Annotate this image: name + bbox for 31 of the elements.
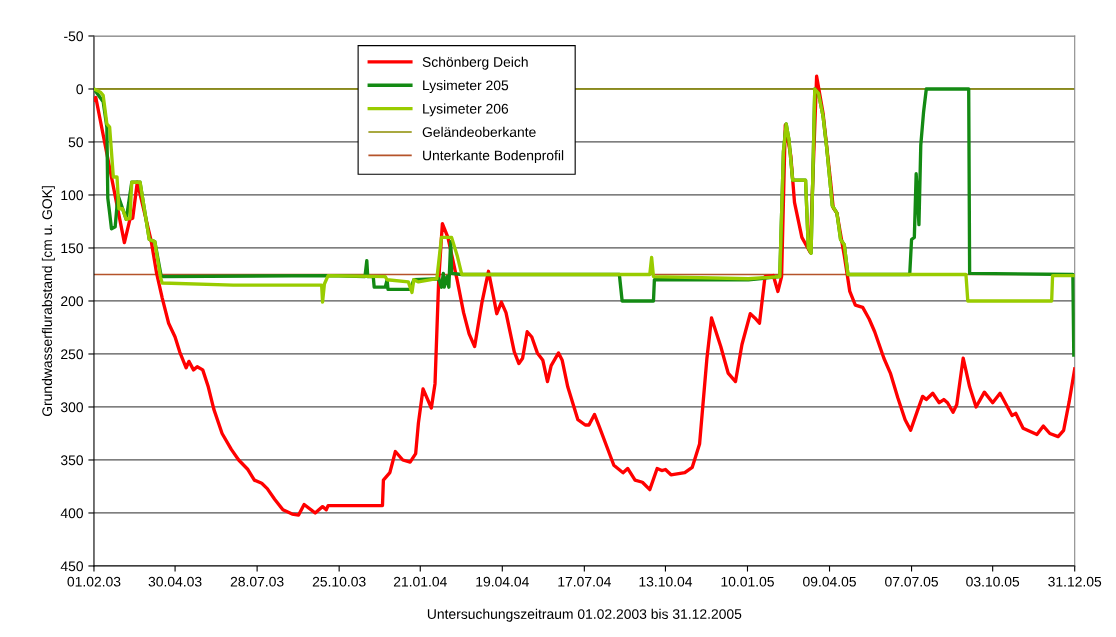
y-axis-title: Grundwasserflurabstand [cm u. GOK]	[41, 186, 55, 417]
legend-label: Geländeoberkante	[422, 126, 536, 137]
y-tick-label: 0	[76, 84, 84, 95]
y-tick-label: 450	[60, 561, 84, 572]
x-tick-label: 25.10.03	[312, 576, 366, 587]
y-tick-label: 50	[68, 137, 84, 148]
legend-label: Unterkante Bodenprofil	[423, 150, 564, 164]
x-tick-label: 21.01.04	[393, 576, 447, 587]
y-tick-label: -50	[64, 31, 84, 42]
x-tick-label: 19.04.04	[476, 576, 529, 587]
y-tick-label: 300	[60, 402, 84, 413]
legend-label: Lysimeter 206	[423, 103, 509, 117]
y-tick-label: 100	[61, 190, 84, 201]
legend-label: Lysimeter 205	[423, 80, 509, 94]
x-tick-label: 09.04.05	[803, 576, 856, 587]
x-tick-label: 17.07.04	[558, 576, 611, 587]
y-tick-label: 350	[60, 455, 84, 466]
y-tick-label: 150	[61, 243, 84, 254]
x-tick-label: 10.01.05	[721, 576, 774, 587]
x-axis-title: Untersuchungszeitraum 01.02.2003 bis 31.12.2005	[427, 608, 742, 622]
x-tick-label: 13.10.04	[639, 576, 693, 587]
x-tick-label: 31.12.05	[1048, 576, 1102, 587]
y-tick-label: 200	[61, 296, 84, 307]
y-tick-label: 250	[61, 349, 84, 360]
x-tick-label: 01.02.03	[67, 576, 121, 587]
legend-label: Schönberg Deich	[422, 56, 528, 70]
x-tick-label: 30.04.03	[148, 576, 202, 587]
x-tick-label: 07.07.05	[885, 576, 939, 587]
y-tick-label: 400	[60, 508, 84, 519]
x-tick-label: 03.10.05	[966, 576, 1020, 587]
x-tick-label: 28.07.03	[230, 576, 284, 587]
